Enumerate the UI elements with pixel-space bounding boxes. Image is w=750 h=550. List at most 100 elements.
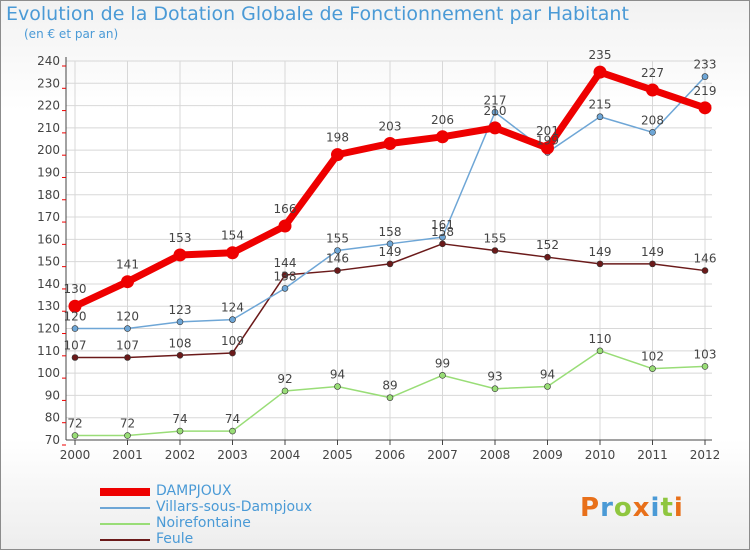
y-tick-label: 200 [37, 143, 60, 157]
data-label: 149 [641, 245, 664, 259]
data-point [649, 260, 656, 268]
legend-swatch [100, 507, 150, 509]
data-label: 206 [431, 113, 454, 127]
data-label: 94 [540, 367, 555, 381]
legend-label: Noirefontaine [156, 515, 251, 531]
legend-swatch [100, 539, 150, 541]
x-tick-label: 2011 [637, 448, 668, 462]
data-label: 120 [116, 310, 139, 324]
data-label: 210 [484, 104, 507, 118]
y-tick-label: 70 [45, 433, 60, 447]
data-point [176, 318, 184, 326]
data-label: 107 [116, 339, 139, 353]
data-label: 110 [589, 332, 612, 346]
data-label: 149 [379, 245, 402, 259]
data-point [176, 351, 184, 359]
y-tick-label: 160 [37, 232, 60, 246]
data-point [386, 394, 394, 401]
data-point [439, 233, 446, 241]
data-label: 219 [694, 84, 717, 98]
data-label: 130 [64, 282, 87, 296]
data-point [649, 365, 656, 372]
y-tick-label: 180 [37, 188, 60, 202]
y-tick-label: 190 [37, 165, 60, 179]
data-point [491, 108, 499, 116]
legend-item-dampjoux: DAMPJOUX [100, 483, 380, 500]
logo-letter: i [650, 493, 661, 523]
x-tick-label: 2007 [427, 448, 458, 462]
data-point [596, 347, 604, 355]
data-point [68, 299, 82, 313]
data-label: 72 [67, 417, 82, 431]
data-label: 138 [274, 269, 297, 283]
data-point [71, 432, 79, 439]
data-point [646, 83, 659, 97]
data-point [124, 432, 131, 439]
data-label: 208 [641, 113, 664, 127]
data-point [121, 275, 134, 289]
data-label: 103 [694, 347, 717, 361]
data-label: 154 [221, 229, 244, 243]
data-point [491, 385, 499, 393]
data-point [596, 260, 604, 268]
data-label: 74 [172, 412, 187, 426]
logo-letter: o [613, 493, 633, 523]
data-label: 109 [221, 334, 244, 348]
data-point [383, 136, 397, 150]
data-point [176, 427, 184, 435]
data-label: 166 [274, 202, 297, 216]
data-point [701, 267, 709, 274]
x-tick-label: 2008 [480, 448, 511, 462]
data-point [281, 387, 289, 395]
data-point [173, 248, 187, 262]
data-label: 120 [64, 310, 87, 324]
data-label: 94 [330, 367, 345, 381]
data-point [649, 129, 656, 136]
chart-title: Evolution de la Dotation Globale de Fonc… [6, 3, 629, 25]
data-label: 74 [225, 412, 240, 426]
data-label: 89 [382, 379, 397, 393]
y-tick-label: 130 [37, 299, 60, 313]
legend-item-noirefontaine: Noirefontaine [100, 515, 380, 532]
data-label: 102 [641, 350, 664, 364]
data-point [386, 240, 394, 248]
data-label: 153 [169, 231, 192, 245]
data-point [386, 260, 394, 268]
data-point [544, 383, 551, 390]
x-tick-label: 2012 [690, 448, 721, 462]
data-label: 108 [169, 336, 192, 350]
x-tick-label: 2010 [585, 448, 616, 462]
data-label: 158 [431, 225, 454, 239]
data-label: 92 [277, 372, 292, 386]
x-tick-label: 2003 [217, 448, 248, 462]
y-tick-label: 80 [45, 411, 60, 425]
data-point [71, 325, 79, 332]
y-tick-label: 120 [37, 322, 60, 336]
data-point [436, 130, 449, 144]
x-tick-label: 2002 [165, 448, 196, 462]
data-point [491, 247, 499, 254]
data-point [71, 354, 79, 361]
y-tick-label: 90 [45, 388, 60, 402]
y-tick-label: 100 [37, 366, 60, 380]
data-label: 99 [435, 356, 450, 370]
data-label: 123 [169, 303, 192, 317]
data-point [334, 267, 341, 274]
data-point [229, 349, 236, 357]
logo-letter: r [600, 493, 614, 523]
logo-letter: i [673, 493, 684, 523]
data-label: 217 [484, 93, 507, 107]
data-point [701, 73, 709, 80]
x-tick-label: 2005 [322, 448, 353, 462]
y-tick-label: 210 [37, 121, 60, 135]
legend-label: Feule [156, 531, 194, 547]
data-label: 155 [484, 232, 507, 246]
legend-label: DAMPJOUX [156, 483, 232, 499]
data-point [281, 271, 289, 279]
data-label: 146 [694, 252, 717, 266]
data-point [334, 383, 341, 390]
y-tick-label: 220 [37, 99, 60, 113]
y-tick-label: 140 [37, 277, 60, 291]
legend-item-villars: Villars-sous-Dampjoux [100, 499, 380, 516]
